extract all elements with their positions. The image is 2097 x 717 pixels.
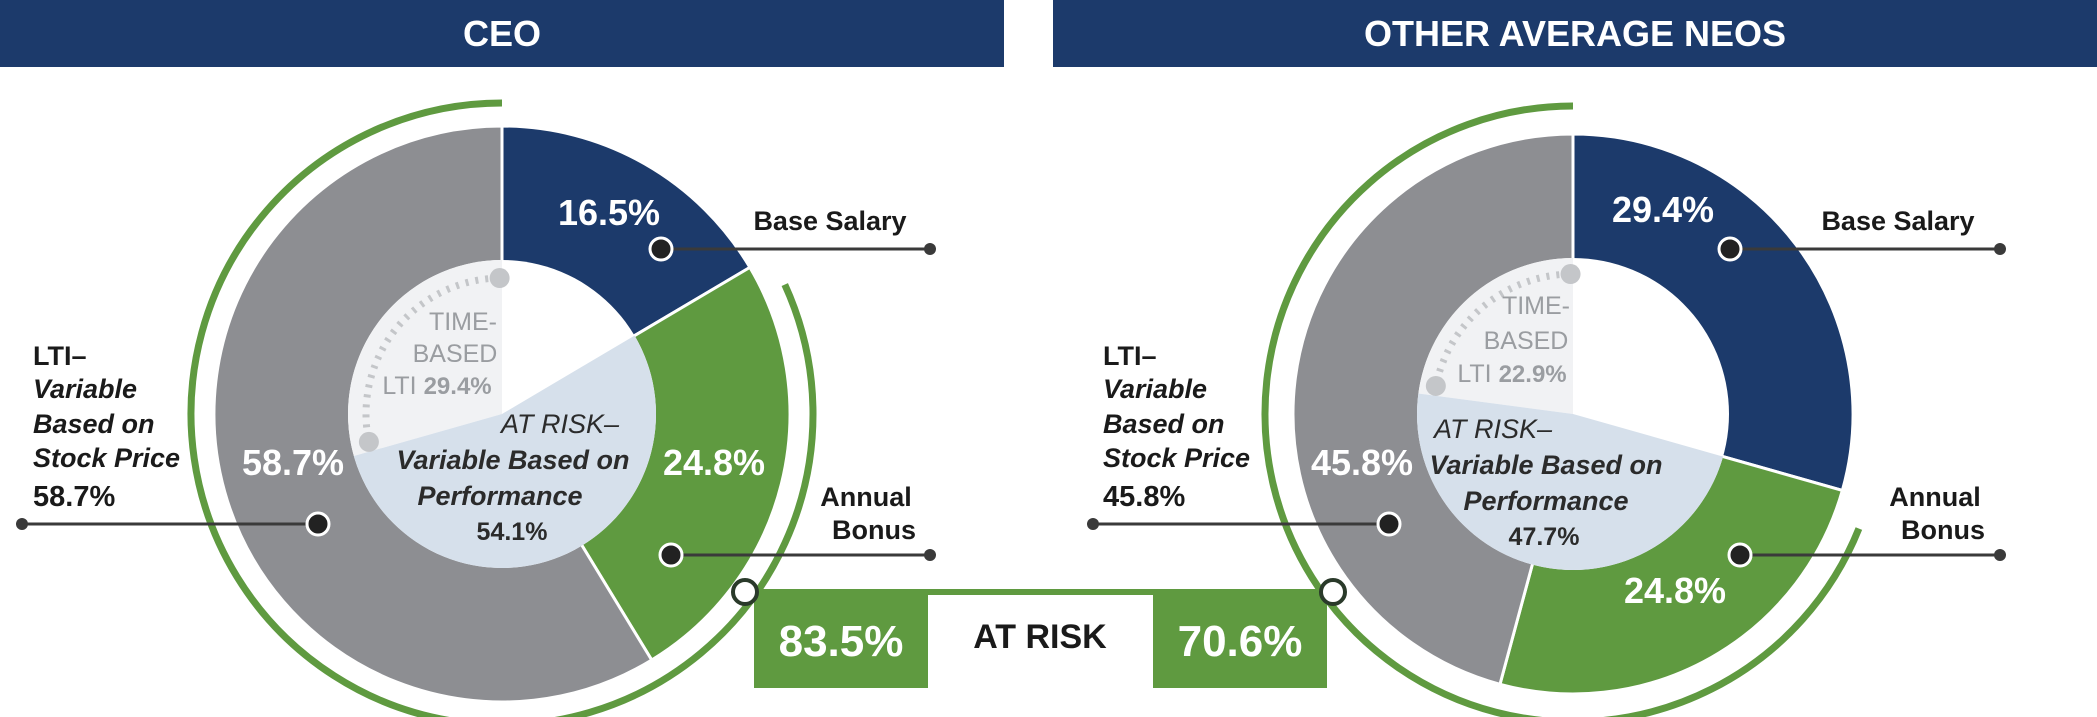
ceo-lti-label-line2: Variable: [33, 374, 137, 404]
ceo-header-bar: [0, 0, 1004, 67]
at-risk-bar: 83.5% 70.6% AT RISK: [731, 578, 1347, 688]
neos-outer-ring-arc: [1261, 102, 1863, 717]
neos-lti-pct: 45.8%: [1311, 442, 1413, 483]
neos-lti-label-line2: Variable: [1103, 374, 1207, 404]
neos-lti-label-line1: LTI–: [1103, 341, 1157, 371]
ceo-at-risk-line2: Variable Based on: [396, 445, 629, 475]
neos-time-based-line3: LTI 22.9%: [1457, 360, 1566, 388]
neos-inner-at-risk: [1417, 393, 1724, 570]
neos-at-risk-total: 70.6%: [1178, 617, 1303, 666]
ceo-base-salary-leader-end-dot: [924, 243, 936, 255]
ceo-base-salary-leader-start-dot: [648, 236, 674, 262]
at-risk-connector-top: [745, 589, 1331, 595]
ceo-annual-bonus-label-line1: Annual: [820, 482, 912, 512]
ceo-base-salary-callout: Base Salary: [648, 206, 936, 262]
ceo-annual-bonus-callout: Annual Bonus: [658, 482, 936, 568]
ceo-lti-leader-end-dot: [16, 518, 28, 530]
ceo-base-salary-pct: 16.5%: [558, 192, 660, 233]
neos-annual-bonus-callout: Annual Bonus: [1727, 482, 2006, 568]
neos-annual-bonus-leader-end-dot: [1994, 549, 2006, 561]
neos-annual-bonus-label-line2: Bonus: [1901, 515, 1985, 545]
neos-at-risk-line2: Variable Based on: [1429, 450, 1662, 480]
neos-lti-leader-start-dot: [1376, 511, 1402, 537]
ceo-at-risk-total: 83.5%: [779, 617, 904, 666]
neos-lti-callout: LTI– Variable Based on Stock Price 45.8%: [1087, 341, 1402, 537]
ceo-dotted-arc-end-top: [489, 268, 510, 289]
neos-base-salary-leader-start-dot: [1717, 236, 1743, 262]
neos-dotted-arc-end-top: [1560, 264, 1581, 285]
neos-at-risk-line3: Performance: [1463, 486, 1628, 516]
neos-ring-end-node: [1319, 578, 1347, 606]
ceo-lti-label-line1: LTI–: [33, 341, 87, 371]
neos-annual-bonus-label-line1: Annual: [1889, 482, 1981, 512]
ceo-donut: [187, 99, 817, 717]
ceo-time-based-line2: BASED: [413, 340, 498, 368]
ceo-lti-label-value: 58.7%: [33, 481, 115, 513]
at-risk-center-box: [928, 595, 1153, 688]
ceo-ring-end-node: [731, 578, 759, 606]
neos-lti-leader-end-dot: [1087, 518, 1099, 530]
neos-time-based-line2: BASED: [1484, 327, 1569, 355]
ceo-at-risk-box: [754, 590, 928, 688]
neos-time-based-line1: TIME-: [1502, 292, 1570, 320]
neos-dotted-arc-end-bottom: [1425, 375, 1446, 396]
ceo-annual-bonus-leader-start-dot: [658, 542, 684, 568]
neos-base-salary-label: Base Salary: [1821, 206, 1974, 236]
at-risk-label: AT RISK: [973, 618, 1107, 656]
ceo-time-based-line3: LTI 29.4%: [382, 372, 491, 400]
ceo-annual-bonus-label-line2: Bonus: [832, 515, 916, 545]
neos-lti-label-line4: Stock Price: [1103, 443, 1250, 473]
ceo-lti-leader-start-dot: [305, 511, 331, 537]
neos-base-salary-callout: Base Salary: [1717, 206, 2006, 262]
ceo-header-title: CEO: [463, 13, 541, 54]
neos-base-salary-pct: 29.4%: [1612, 189, 1714, 230]
ceo-annual-bonus-leader-end-dot: [924, 549, 936, 561]
ceo-base-salary-label: Base Salary: [753, 206, 906, 236]
ceo-at-risk-value: 54.1%: [477, 518, 548, 546]
ceo-lti-label-line4: Stock Price: [33, 443, 180, 473]
neos-annual-bonus-pct: 24.8%: [1624, 570, 1726, 611]
neos-donut: [1261, 102, 1863, 717]
ceo-dotted-arc-end-bottom: [358, 431, 379, 452]
ceo-outer-ring-arc: [187, 99, 817, 717]
ceo-lti-pct: 58.7%: [242, 442, 344, 483]
ceo-lti-callout: LTI– Variable Based on Stock Price 58.7%: [16, 341, 331, 537]
ceo-time-based-line1: TIME-: [429, 308, 497, 336]
ceo-annual-bonus-pct: 24.8%: [663, 442, 765, 483]
neos-annual-bonus-leader-start-dot: [1727, 542, 1753, 568]
neos-base-salary-leader-end-dot: [1994, 243, 2006, 255]
ceo-lti-label-line3: Based on: [33, 409, 155, 439]
ceo-at-risk-line3: Performance: [417, 481, 582, 511]
ceo-inner-time-based: [348, 260, 502, 457]
neos-at-risk-line1: AT RISK–: [1432, 414, 1553, 444]
ceo-at-risk-line1: AT RISK–: [499, 409, 620, 439]
ceo-inner-at-risk: [353, 335, 657, 569]
neos-header-title: OTHER AVERAGE NEOS: [1364, 13, 1786, 54]
neos-at-risk-box: [1153, 590, 1327, 688]
neos-lti-label-line3: Based on: [1103, 409, 1225, 439]
ceo-time-based-dotted-arc: [362, 274, 498, 438]
neos-inner-time-based: [1418, 258, 1573, 414]
neos-header-bar: [1053, 0, 2097, 67]
neos-time-based-dotted-arc: [1433, 270, 1569, 382]
neos-at-risk-value: 47.7%: [1509, 523, 1580, 551]
neos-lti-label-value: 45.8%: [1103, 481, 1185, 513]
